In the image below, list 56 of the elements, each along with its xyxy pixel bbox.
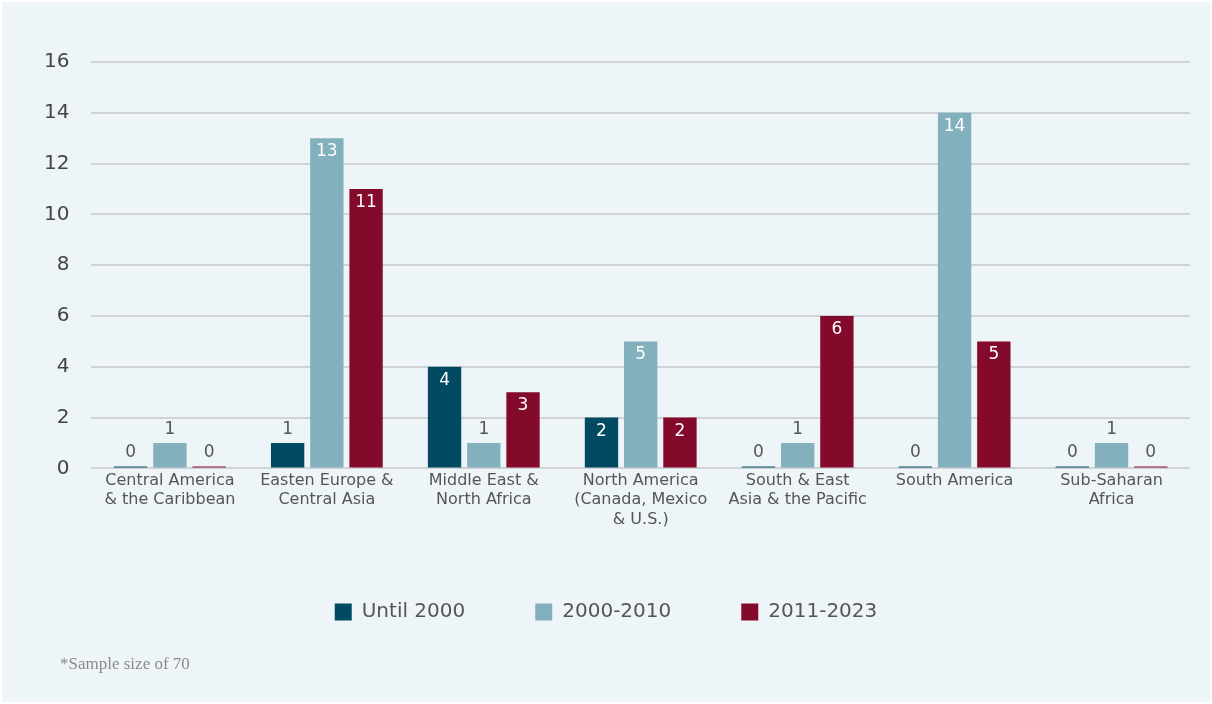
bar <box>270 443 305 468</box>
x-tick-label: North America (Canada, Mexico & U.S.) <box>574 470 708 528</box>
data-label: 0 <box>125 441 137 462</box>
y-tick-label: 12 <box>44 149 70 174</box>
data-label: 6 <box>831 317 843 338</box>
bar <box>780 443 815 468</box>
data-label: 0 <box>1145 441 1157 462</box>
bar <box>1094 443 1129 468</box>
data-label: 13 <box>316 140 338 161</box>
legend-label: 2000-2010 <box>562 598 672 623</box>
data-label: 4 <box>439 368 450 389</box>
data-label: 0 <box>1066 441 1078 462</box>
data-label: 1 <box>164 417 176 438</box>
legend-label: 2011-2023 <box>768 598 878 623</box>
data-label: 14 <box>943 114 966 135</box>
x-tick-label: Easten Europe & Central Asia <box>260 470 394 509</box>
bar <box>153 443 187 468</box>
data-label: 0 <box>753 441 764 462</box>
bar <box>310 138 344 468</box>
x-tick-label: South America <box>895 470 1014 490</box>
y-tick-label: 10 <box>44 200 70 225</box>
y-tick-label: 6 <box>56 302 70 327</box>
y-tick-label: 0 <box>56 454 70 479</box>
y-tick-label: 4 <box>56 353 70 377</box>
y-tick-label: 2 <box>56 403 70 428</box>
bar <box>663 417 697 468</box>
x-tick-label: Middle East & North Africa <box>428 470 539 509</box>
data-label: 2 <box>674 419 686 440</box>
data-label: 5 <box>635 343 647 364</box>
data-label: 11 <box>355 190 377 211</box>
bar <box>937 112 972 468</box>
text: *Sample size of 70 <box>60 654 190 674</box>
data-label: 2 <box>596 419 607 440</box>
data-label: 5 <box>988 343 1000 364</box>
x-tick-label: South & East Asia & the Pacific <box>728 470 867 509</box>
data-label: 0 <box>909 441 921 462</box>
legend-label: Until 2000 <box>361 598 466 623</box>
bar <box>506 392 540 468</box>
x-tick-label: Sub-Saharan Africa <box>1060 470 1163 509</box>
data-label: 0 <box>203 441 215 462</box>
data-label: 1 <box>792 417 804 438</box>
x-tick-label: Central America & the Caribbean <box>104 470 236 509</box>
bar <box>427 366 462 468</box>
y-tick-label: 16 <box>44 48 70 73</box>
bar <box>584 417 619 468</box>
bar <box>977 341 1011 468</box>
y-tick-label: 14 <box>44 99 70 123</box>
y-tick-label: 8 <box>56 251 70 276</box>
bar <box>624 341 658 468</box>
bar <box>467 443 501 468</box>
data-label: 3 <box>517 394 529 415</box>
data-label: 1 <box>1106 417 1117 438</box>
data-label: 1 <box>282 417 294 438</box>
data-label: 1 <box>478 417 490 438</box>
bar <box>820 316 854 468</box>
bar <box>349 189 383 468</box>
